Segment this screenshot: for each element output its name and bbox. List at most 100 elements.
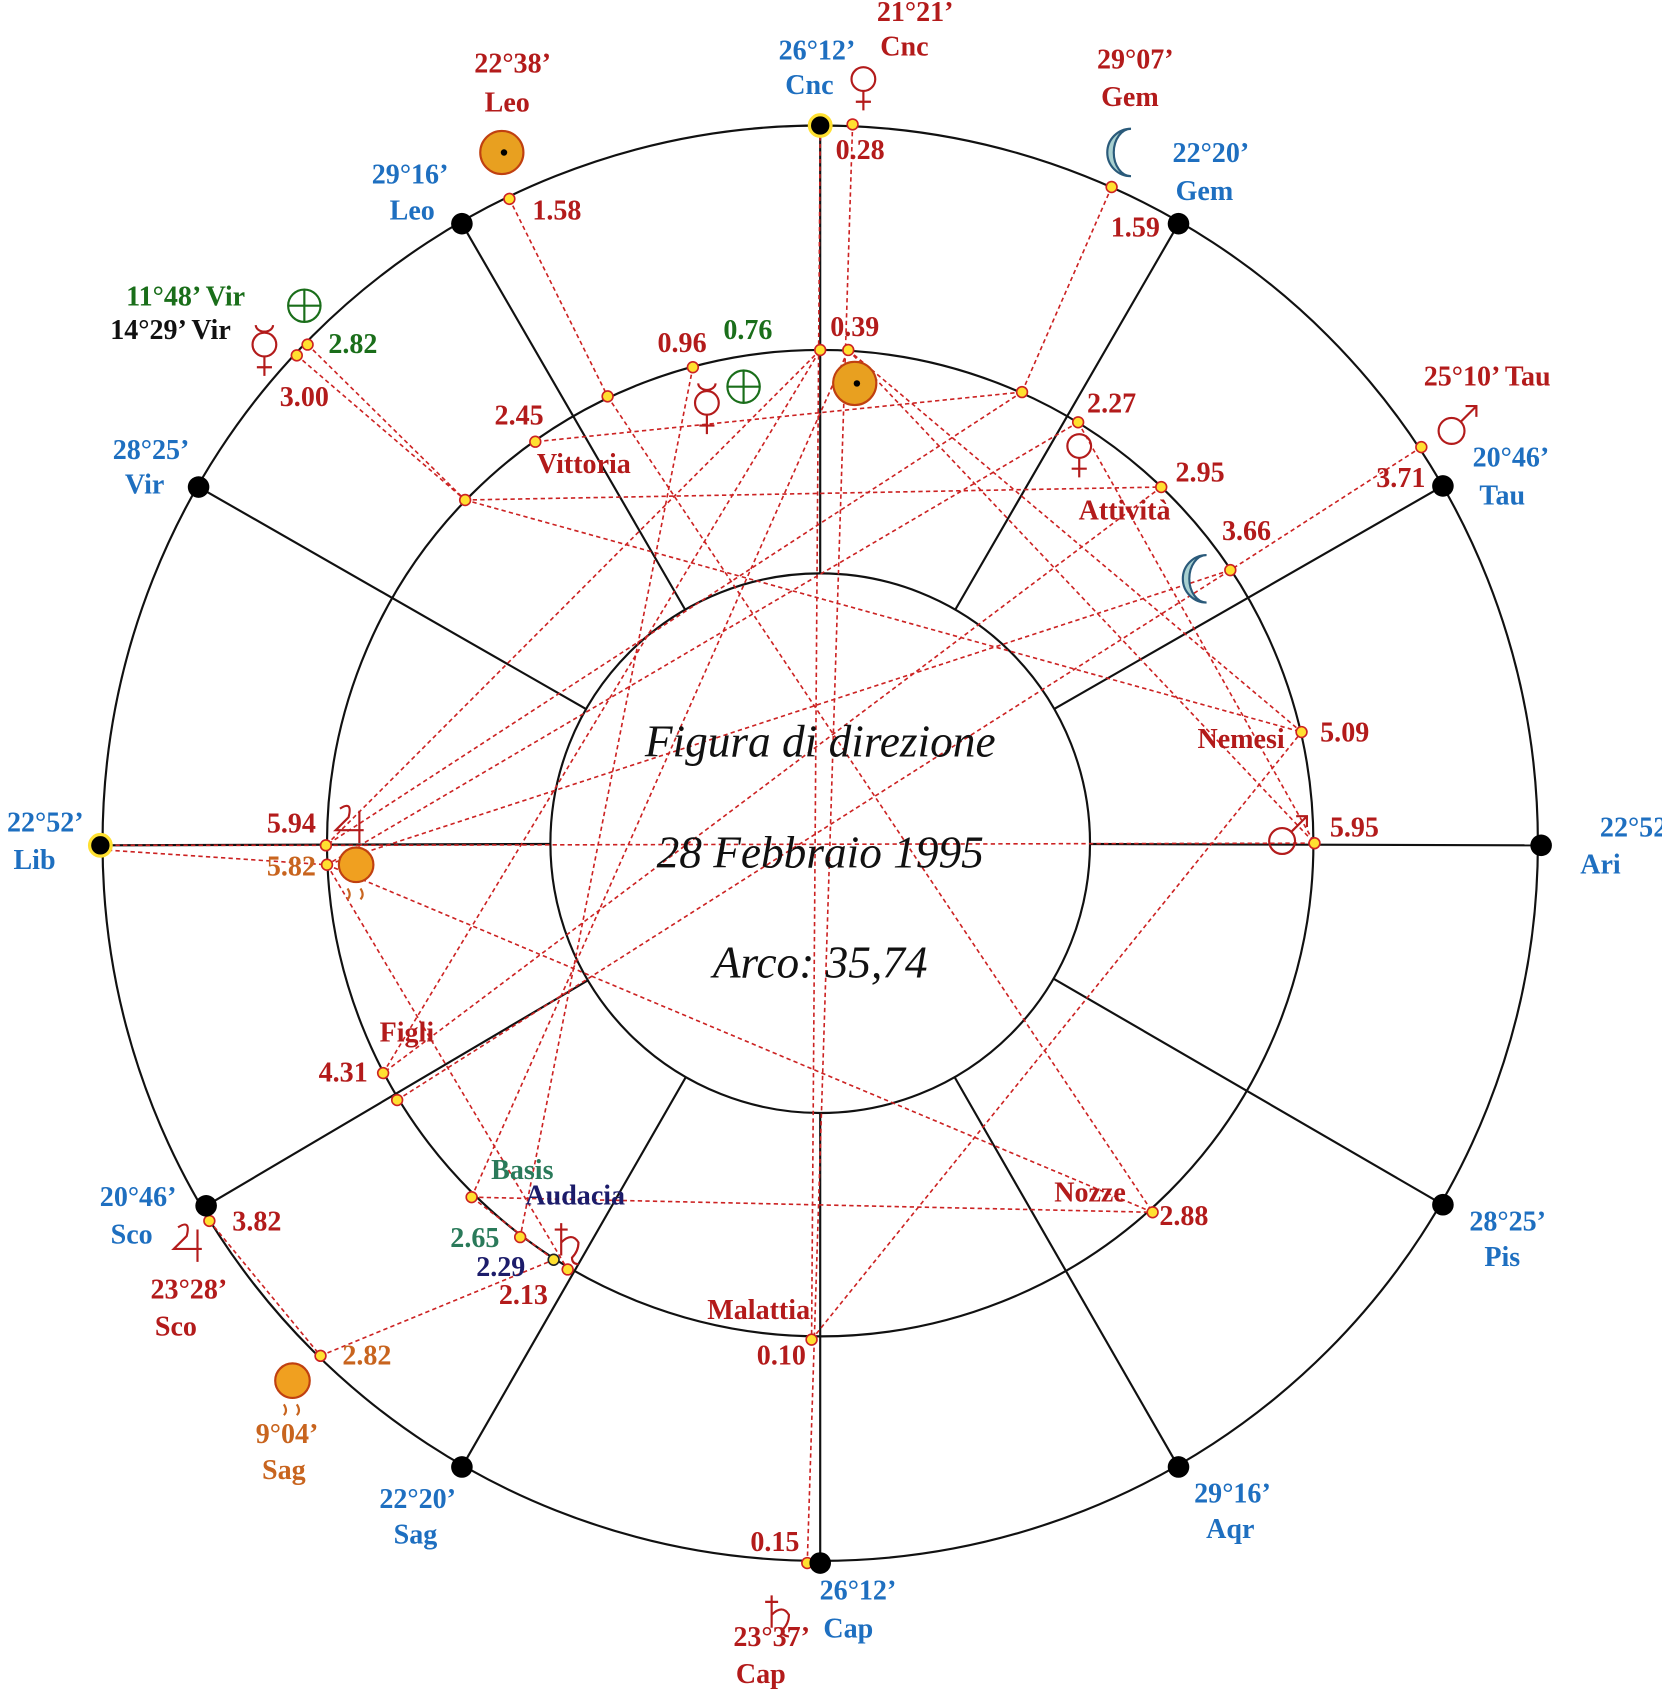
labels: 26°12’Cnc29°16’Leo28°25’Vir22°52’Lib20°4… bbox=[7, 0, 1662, 1690]
point-dot bbox=[561, 1263, 574, 1276]
point-value: 3.66 bbox=[1222, 516, 1271, 547]
position-label: 11°48’ Vir bbox=[126, 282, 245, 313]
point-dot bbox=[1146, 1206, 1159, 1219]
cusp-degree: 20°46’ bbox=[1473, 442, 1550, 473]
aspect-line bbox=[471, 1196, 1153, 1214]
point-dot bbox=[465, 1190, 478, 1204]
planet-degree: 23°28’ bbox=[151, 1275, 228, 1306]
point-dot bbox=[513, 1230, 527, 1244]
point-dot bbox=[842, 343, 855, 357]
cusp-sign: Aqr bbox=[1206, 1514, 1254, 1545]
point-dot bbox=[390, 1093, 404, 1107]
point-name: Malattia bbox=[707, 1295, 810, 1326]
mars-glyph bbox=[1268, 826, 1297, 856]
venus-cross bbox=[855, 90, 871, 111]
point-dot bbox=[1308, 836, 1321, 850]
point-dot bbox=[814, 343, 827, 357]
cusp-line bbox=[953, 1076, 1180, 1468]
point-value: 5.09 bbox=[1320, 718, 1369, 749]
point-dot bbox=[529, 435, 542, 448]
cusp-sign: Cap bbox=[823, 1613, 873, 1644]
venus-glyph bbox=[850, 66, 877, 93]
point-name: Attività bbox=[1079, 495, 1171, 526]
cusp-dot bbox=[87, 832, 113, 858]
center-arc: Arco: 35,74 bbox=[710, 938, 928, 988]
planet-degree: 9°04’ bbox=[256, 1419, 319, 1450]
point-value: 0.39 bbox=[830, 312, 879, 343]
cusp-dot bbox=[809, 1552, 831, 1574]
cusp-degree: 29°16’ bbox=[1194, 1479, 1271, 1510]
point-dot bbox=[846, 118, 859, 131]
aspect-line bbox=[325, 349, 821, 846]
point-value: 3.82 bbox=[232, 1207, 281, 1238]
saturn-glyph bbox=[765, 1595, 790, 1638]
aspect-line bbox=[465, 486, 1162, 501]
cusp-sign: Sco bbox=[111, 1220, 153, 1251]
mars-glyph bbox=[1437, 416, 1466, 445]
cusp-line bbox=[460, 223, 687, 611]
mercury-horns bbox=[697, 383, 717, 391]
aspect-line bbox=[326, 421, 1079, 866]
aspect-line bbox=[810, 731, 1303, 1341]
cusp-degree: 28°25’ bbox=[113, 435, 190, 466]
venus-cross bbox=[1071, 457, 1087, 478]
position-label: 14°29’ Vir bbox=[110, 315, 231, 346]
cusp-dot bbox=[1167, 1456, 1190, 1478]
earth-cross bbox=[288, 289, 321, 322]
node-glyph bbox=[274, 1362, 311, 1399]
dots bbox=[87, 113, 1552, 1574]
cusp-sign: Lib bbox=[13, 845, 55, 876]
aspect-line bbox=[307, 344, 466, 501]
aspect-line bbox=[810, 128, 822, 1340]
cusp-sign: Sag bbox=[394, 1520, 438, 1551]
cusp-degree: 28°25’ bbox=[1469, 1207, 1546, 1238]
sun-dot bbox=[500, 149, 508, 156]
point-value: 5.94 bbox=[267, 808, 316, 839]
point-dot bbox=[1155, 480, 1168, 494]
cusp-degree: 22°52’ bbox=[1600, 813, 1662, 844]
node-tail bbox=[282, 1403, 301, 1416]
cusp-dot bbox=[451, 1456, 473, 1478]
point-value: 1.58 bbox=[532, 195, 581, 226]
cusp-line bbox=[954, 223, 1180, 611]
point-value: 5.95 bbox=[1330, 813, 1379, 844]
point-value: 1.59 bbox=[1111, 213, 1160, 244]
venus-glyph bbox=[251, 331, 278, 358]
venus-glyph bbox=[693, 389, 720, 416]
point-value: 5.82 bbox=[267, 852, 316, 883]
cusp-sign: Vir bbox=[125, 469, 164, 500]
moon-glyph bbox=[1181, 553, 1207, 604]
cusp-line bbox=[460, 1076, 687, 1468]
point-value: 3.00 bbox=[280, 382, 329, 413]
venus-cross bbox=[256, 356, 272, 376]
point-value: 3.71 bbox=[1376, 463, 1425, 494]
planet-sign: Cap bbox=[736, 1659, 786, 1690]
point-dot bbox=[203, 1214, 216, 1228]
aspect-lines bbox=[100, 124, 1422, 1564]
point-dot bbox=[686, 361, 700, 374]
point-name: Nemesi bbox=[1197, 724, 1284, 755]
cusp-degree: 22°20’ bbox=[379, 1484, 456, 1515]
point-dot bbox=[301, 338, 314, 351]
center-title: Figura di direzione bbox=[644, 716, 996, 766]
aspect-line bbox=[382, 349, 821, 1074]
aspect-line bbox=[1077, 421, 1316, 844]
point-dot bbox=[376, 1066, 390, 1080]
point-name: Audacia bbox=[525, 1181, 625, 1212]
point-dot bbox=[290, 349, 303, 362]
cusp-sign: Pis bbox=[1484, 1242, 1520, 1273]
point-value: 0.10 bbox=[757, 1340, 806, 1371]
planet-sign: Sag bbox=[262, 1455, 306, 1486]
aspect-line bbox=[464, 499, 1302, 733]
point-name: Basis bbox=[491, 1155, 553, 1186]
planet-sign: Cnc bbox=[880, 31, 928, 62]
saturn-glyph bbox=[554, 1223, 580, 1266]
cusp-degree: 26°12’ bbox=[779, 36, 856, 67]
cusp-degree: 29°16’ bbox=[372, 160, 449, 191]
cusp-sign: Gem bbox=[1176, 176, 1234, 207]
cusp-degree: 26°12’ bbox=[820, 1576, 897, 1607]
aspect-line bbox=[326, 864, 1153, 1214]
point-value: 2.45 bbox=[495, 400, 544, 431]
point-name: Vittoria bbox=[537, 449, 631, 480]
cusp-degree: 20°46’ bbox=[100, 1182, 177, 1213]
